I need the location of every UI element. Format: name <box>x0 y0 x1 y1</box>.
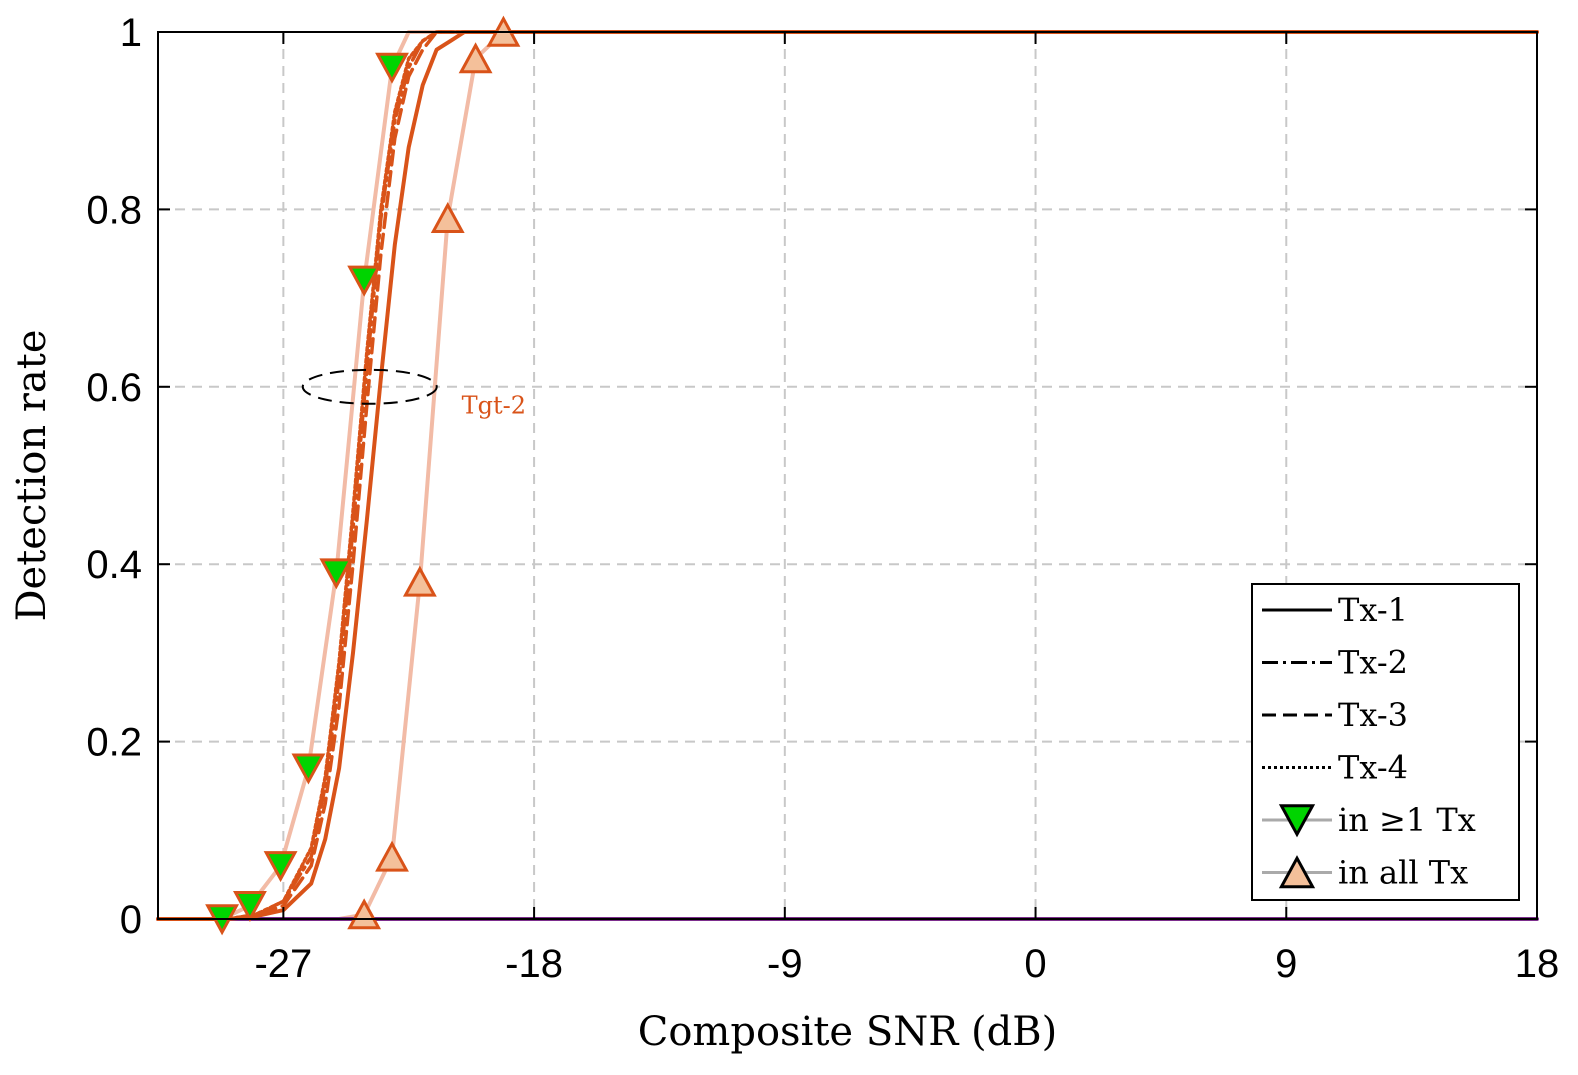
tick-labels: -27 -18 -9 0 9 18 0 0.2 0.4 0.6 0.8 1 <box>86 11 1559 986</box>
legend-marker-up <box>1278 855 1316 889</box>
x-tick-label: 18 <box>1515 942 1560 986</box>
marker-down <box>263 851 298 883</box>
annotation-label: Tgt-2 <box>462 391 526 419</box>
marker-up <box>375 840 409 872</box>
marker-down <box>319 558 354 590</box>
x-tick-label: 9 <box>1275 942 1297 986</box>
legend-label: Tx-3 <box>1338 696 1408 734</box>
plot-frame <box>157 31 1538 920</box>
legend-box <box>1251 583 1520 901</box>
y-tick-label: 0.8 <box>86 188 142 232</box>
y-tick-label: 0.4 <box>86 543 142 587</box>
y-tick-label: 1 <box>120 11 142 55</box>
x-tick-label: -27 <box>254 942 312 986</box>
x-axis-title: Composite SNR (dB) <box>638 1009 1058 1055</box>
marker-up <box>430 201 465 233</box>
marker-down <box>233 890 267 923</box>
x-tick-label: 0 <box>1024 942 1046 986</box>
marker-up <box>458 42 493 74</box>
legend-label: in all Tx <box>1338 854 1468 892</box>
marker-up <box>347 898 382 930</box>
legend-label: Tx-1 <box>1338 591 1408 629</box>
legend: Tx-1 Tx-2 Tx-3 Tx-4 in ≥1 Tx in all Tx <box>1251 583 1520 901</box>
legend-marker-down <box>1278 804 1316 838</box>
marker-down <box>291 753 326 785</box>
x-tick-label: -9 <box>767 942 803 986</box>
legend-label: Tx-4 <box>1338 749 1408 787</box>
marker-up <box>402 565 437 597</box>
y-tick-label: 0.6 <box>86 366 142 410</box>
marker-down <box>347 265 382 297</box>
legend-label: Tx-2 <box>1338 644 1408 682</box>
marker-layer <box>205 15 521 936</box>
y-axis-title: Detection rate <box>9 329 55 621</box>
legend-label: in ≥1 Tx <box>1338 801 1476 839</box>
annotation-ellipse <box>301 368 438 405</box>
y-tick-label: 0.2 <box>86 721 142 765</box>
annotation: Tgt-2 <box>301 368 526 419</box>
y-tick-label: 0 <box>120 898 142 942</box>
marker-down <box>375 52 409 84</box>
x-tick-label: -18 <box>505 942 563 986</box>
axis-ticks <box>158 31 1538 920</box>
